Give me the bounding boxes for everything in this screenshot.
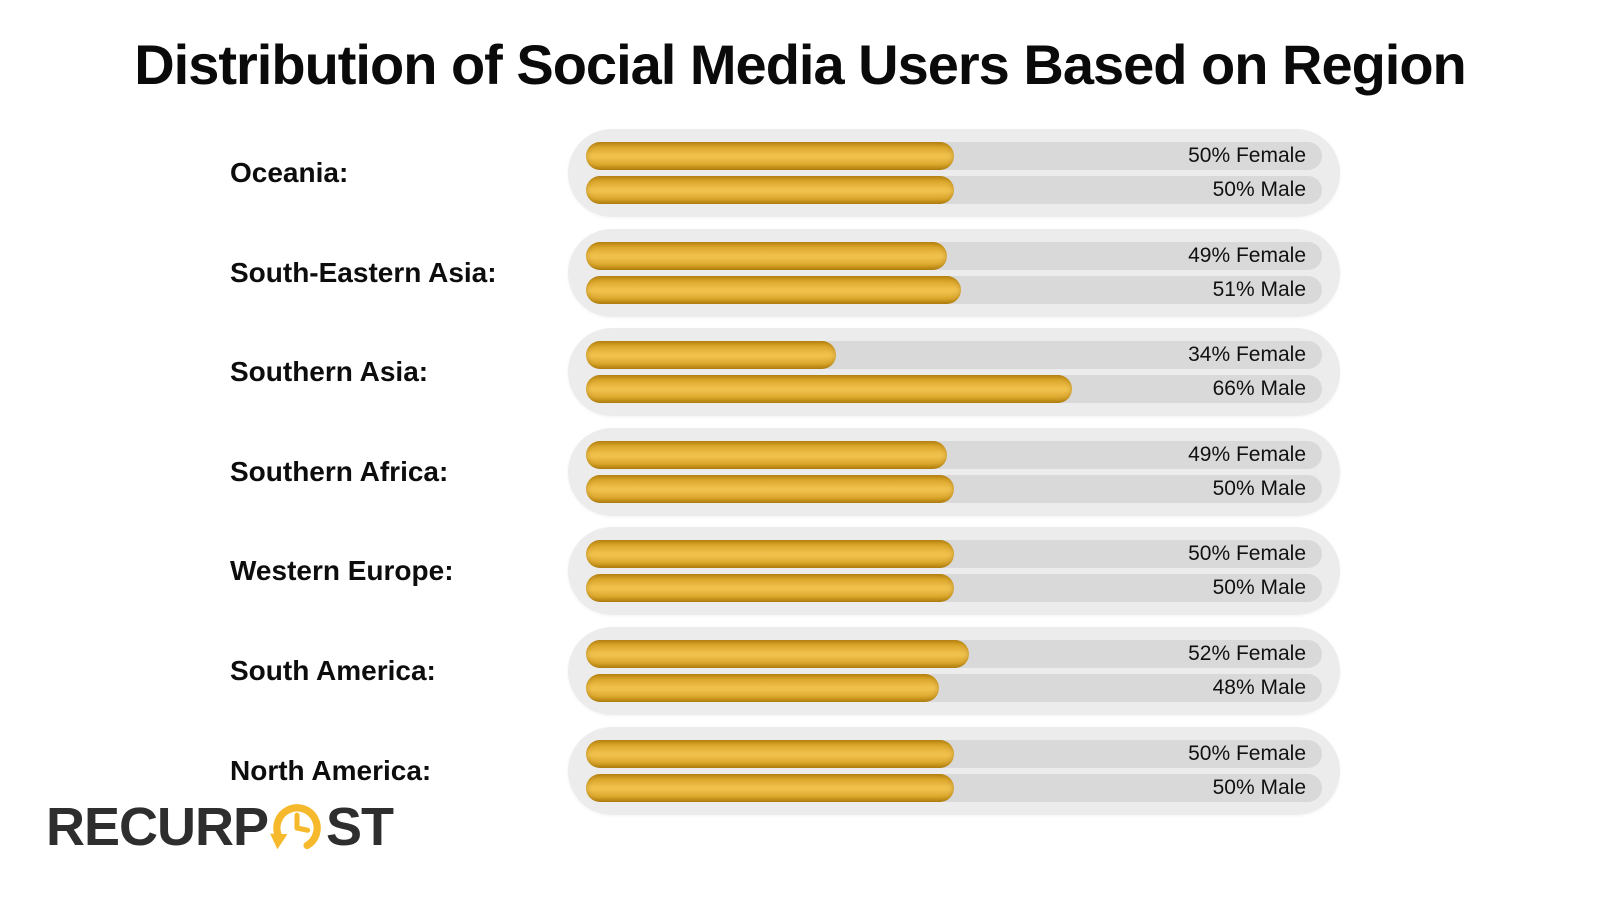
bar-value-label: 66% Male (1212, 377, 1306, 401)
logo-text-prefix: RECURP (46, 797, 269, 857)
bar-track-male: 51% Male (586, 275, 1322, 304)
bar-fill-female (586, 341, 837, 370)
clock-history-icon (270, 804, 321, 850)
bar-value-label: 52% Female (1188, 641, 1306, 665)
bar-value-label: 34% Female (1188, 343, 1306, 367)
bar-fill-male (586, 773, 954, 802)
chart-row: Western Europe: 50% Female 50% Male (0, 527, 1600, 616)
bar-group: 50% Female 50% Male (568, 527, 1340, 616)
bar-value-label: 49% Female (1188, 442, 1306, 466)
chart-row: South-Eastern Asia: 49% Female 51% Male (0, 228, 1600, 317)
region-label: Southern Africa: (230, 455, 449, 487)
bar-value-label: 50% Male (1212, 775, 1306, 799)
bar-fill-male (586, 574, 954, 603)
chart-row: Southern Africa: 49% Female 50% Male (0, 427, 1600, 516)
logo-text-suffix: ST (326, 797, 394, 857)
region-label: South America: (230, 654, 436, 686)
bar-value-label: 49% Female (1188, 243, 1306, 267)
bar-fill-female (586, 241, 947, 270)
bar-track-female: 34% Female (586, 341, 1322, 370)
bar-fill-female (586, 739, 954, 768)
region-label: North America: (230, 754, 432, 786)
chart-row: South America: 52% Female 48% Male (0, 626, 1600, 715)
region-label: Oceania: (230, 157, 349, 188)
bar-fill-female (586, 440, 947, 469)
bar-group: 52% Female 48% Male (568, 626, 1340, 715)
bar-value-label: 50% Female (1188, 144, 1306, 167)
bar-track-female: 50% Female (586, 142, 1322, 170)
bar-track-male: 50% Male (586, 574, 1322, 603)
bar-group: 49% Female 51% Male (568, 228, 1340, 317)
bar-group: 49% Female 50% Male (568, 427, 1340, 516)
bar-fill-male (586, 474, 954, 503)
bar-value-label: 50% Male (1212, 476, 1306, 500)
bar-track-male: 50% Male (586, 474, 1322, 503)
bar-group: 34% Female 66% Male (568, 328, 1340, 417)
chart-title: Distribution of Social Media Users Based… (134, 33, 1467, 96)
bar-fill-male (586, 176, 954, 204)
chart-rows: Oceania: 50% Female 50% Male South-Eastern … (0, 129, 1600, 826)
bar-fill-female (586, 142, 954, 170)
bar-value-label: 50% Male (1212, 178, 1306, 201)
region-label: Western Europe: (230, 555, 454, 587)
bar-value-label: 51% Male (1212, 277, 1306, 301)
bar-track-male: 50% Male (586, 176, 1322, 204)
bar-track-female: 50% Female (586, 739, 1322, 768)
bar-value-label: 50% Female (1188, 542, 1306, 566)
bar-group: 50% Female 50% Male (568, 726, 1340, 815)
chart-row: Southern Asia: 34% Female 66% Male (0, 328, 1600, 417)
bar-fill-male (586, 673, 940, 702)
bar-track-female: 50% Female (586, 540, 1322, 569)
bar-fill-male (586, 275, 962, 304)
bar-fill-male (586, 375, 1072, 404)
bar-group: 50% Female 50% Male (568, 129, 1340, 217)
bar-value-label: 50% Male (1212, 576, 1306, 600)
bar-value-label: 50% Female (1188, 741, 1306, 765)
bar-fill-female (586, 540, 954, 569)
recurpost-logo: RECURP ST (46, 796, 394, 858)
bar-value-label: 48% Male (1212, 675, 1306, 699)
chart-row: Oceania: 50% Female 50% Male (0, 129, 1600, 217)
bar-track-female: 52% Female (586, 639, 1322, 668)
bar-track-male: 48% Male (586, 673, 1322, 702)
region-label: Southern Asia: (230, 356, 429, 388)
bar-track-male: 66% Male (586, 375, 1322, 404)
bar-track-female: 49% Female (586, 241, 1322, 270)
bar-fill-female (586, 639, 969, 668)
region-label: South-Eastern Asia: (230, 256, 497, 288)
bar-track-female: 49% Female (586, 440, 1322, 469)
bar-track-male: 50% Male (586, 773, 1322, 802)
chart-row: North America: 50% Female 50% Male (0, 726, 1600, 815)
